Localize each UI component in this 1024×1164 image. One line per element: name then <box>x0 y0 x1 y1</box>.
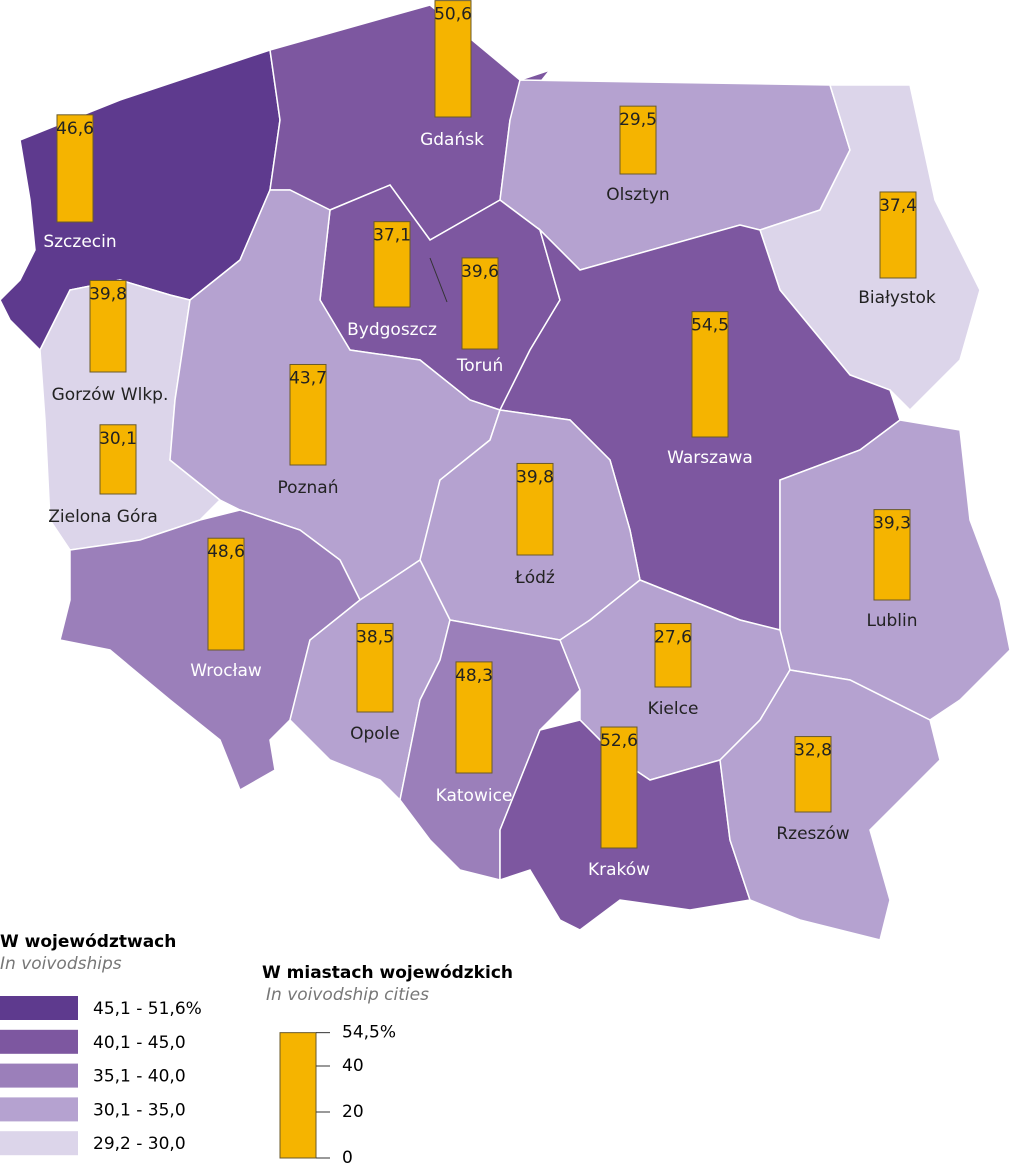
legend-swatch <box>0 1097 78 1122</box>
city-label: Opole <box>350 724 400 744</box>
value-label: 37,4 <box>879 196 917 216</box>
tick-label: 0 <box>342 1148 353 1164</box>
city-label: Wrocław <box>190 661 262 681</box>
bar <box>516 462 554 556</box>
city-label: Rzeszów <box>776 824 849 844</box>
value-label: 37,1 <box>373 226 411 246</box>
value-label: 29,5 <box>619 110 657 130</box>
bar <box>619 105 657 175</box>
city-label: Warszawa <box>667 448 753 468</box>
city-label: Kraków <box>588 860 650 880</box>
value-label: 54,5 <box>691 316 729 336</box>
value-label: 38,5 <box>356 627 394 647</box>
bar <box>794 736 832 813</box>
value-label: 52,6 <box>600 731 638 751</box>
connector <box>429 257 448 303</box>
city-label: Olsztyn <box>606 185 669 205</box>
value-label: 50,6 <box>434 5 472 25</box>
city-label: Lublin <box>867 611 918 631</box>
value-label: 46,6 <box>56 119 94 139</box>
city-label: Szczecin <box>43 232 116 252</box>
city-label: Łódź <box>514 568 555 588</box>
bar <box>461 257 499 350</box>
value-label: 48,3 <box>455 666 493 686</box>
city-label: Kielce <box>648 699 699 719</box>
legend-title: W miastach wojewódzkich <box>262 963 513 983</box>
legend-label: 30,1 - 35,0 <box>93 1100 186 1120</box>
value-label: 39,8 <box>89 284 127 304</box>
bar <box>654 623 692 688</box>
bar <box>89 279 127 373</box>
legend-label: 40,1 - 45,0 <box>93 1033 186 1053</box>
bar <box>691 311 729 438</box>
value-label: 39,6 <box>461 262 499 282</box>
bar <box>289 363 327 466</box>
bar <box>356 622 394 713</box>
city-label: Gdańsk <box>420 130 484 150</box>
legend-label: 35,1 - 40,0 <box>93 1067 186 1087</box>
bar <box>373 221 411 308</box>
legend-swatch <box>0 1063 78 1088</box>
tick-label: 54,5% <box>342 1023 396 1043</box>
bar <box>434 0 472 118</box>
value-label: 48,6 <box>207 542 245 562</box>
bar <box>873 509 911 601</box>
bar <box>455 661 493 774</box>
legend-label: 45,1 - 51,6% <box>93 999 202 1019</box>
bar <box>600 726 638 849</box>
legend-swatch <box>0 996 78 1020</box>
city-label: Zielona Góra <box>48 507 158 527</box>
bars: 50,6 Gdańsk 46,6 Szczecin 29,5 Olsztyn 37,4 Bia… <box>43 0 936 880</box>
city-label: Gorzów Wlkp. <box>52 385 169 405</box>
city-label: Toruń <box>456 356 503 376</box>
city-label: Bydgoszcz <box>347 320 437 340</box>
value-label: 32,8 <box>794 741 832 761</box>
legend-bar <box>279 1032 317 1159</box>
value-label: 27,6 <box>654 628 692 648</box>
legend-subtitle: In voivodship cities <box>266 985 429 1005</box>
value-label: 43,7 <box>289 368 327 388</box>
legend-label: 29,2 - 30,0 <box>93 1134 186 1154</box>
tick-label: 40 <box>342 1056 364 1076</box>
legend-subtitle: In voivodships <box>0 954 122 974</box>
legend-title: W województwach <box>0 932 176 952</box>
legend-swatch <box>0 1029 78 1054</box>
legend-swatch <box>0 1131 78 1156</box>
value-label: 39,8 <box>516 467 554 487</box>
tick-label: 20 <box>342 1102 364 1122</box>
bar <box>879 191 917 279</box>
city-label: Poznań <box>278 478 339 498</box>
bar <box>207 537 245 651</box>
value-label: 30,1 <box>99 429 137 449</box>
bar <box>99 424 137 495</box>
bar <box>56 114 94 223</box>
city-label: Katowice <box>436 786 513 806</box>
city-label: Białystok <box>858 288 936 308</box>
value-label: 39,3 <box>873 514 911 534</box>
